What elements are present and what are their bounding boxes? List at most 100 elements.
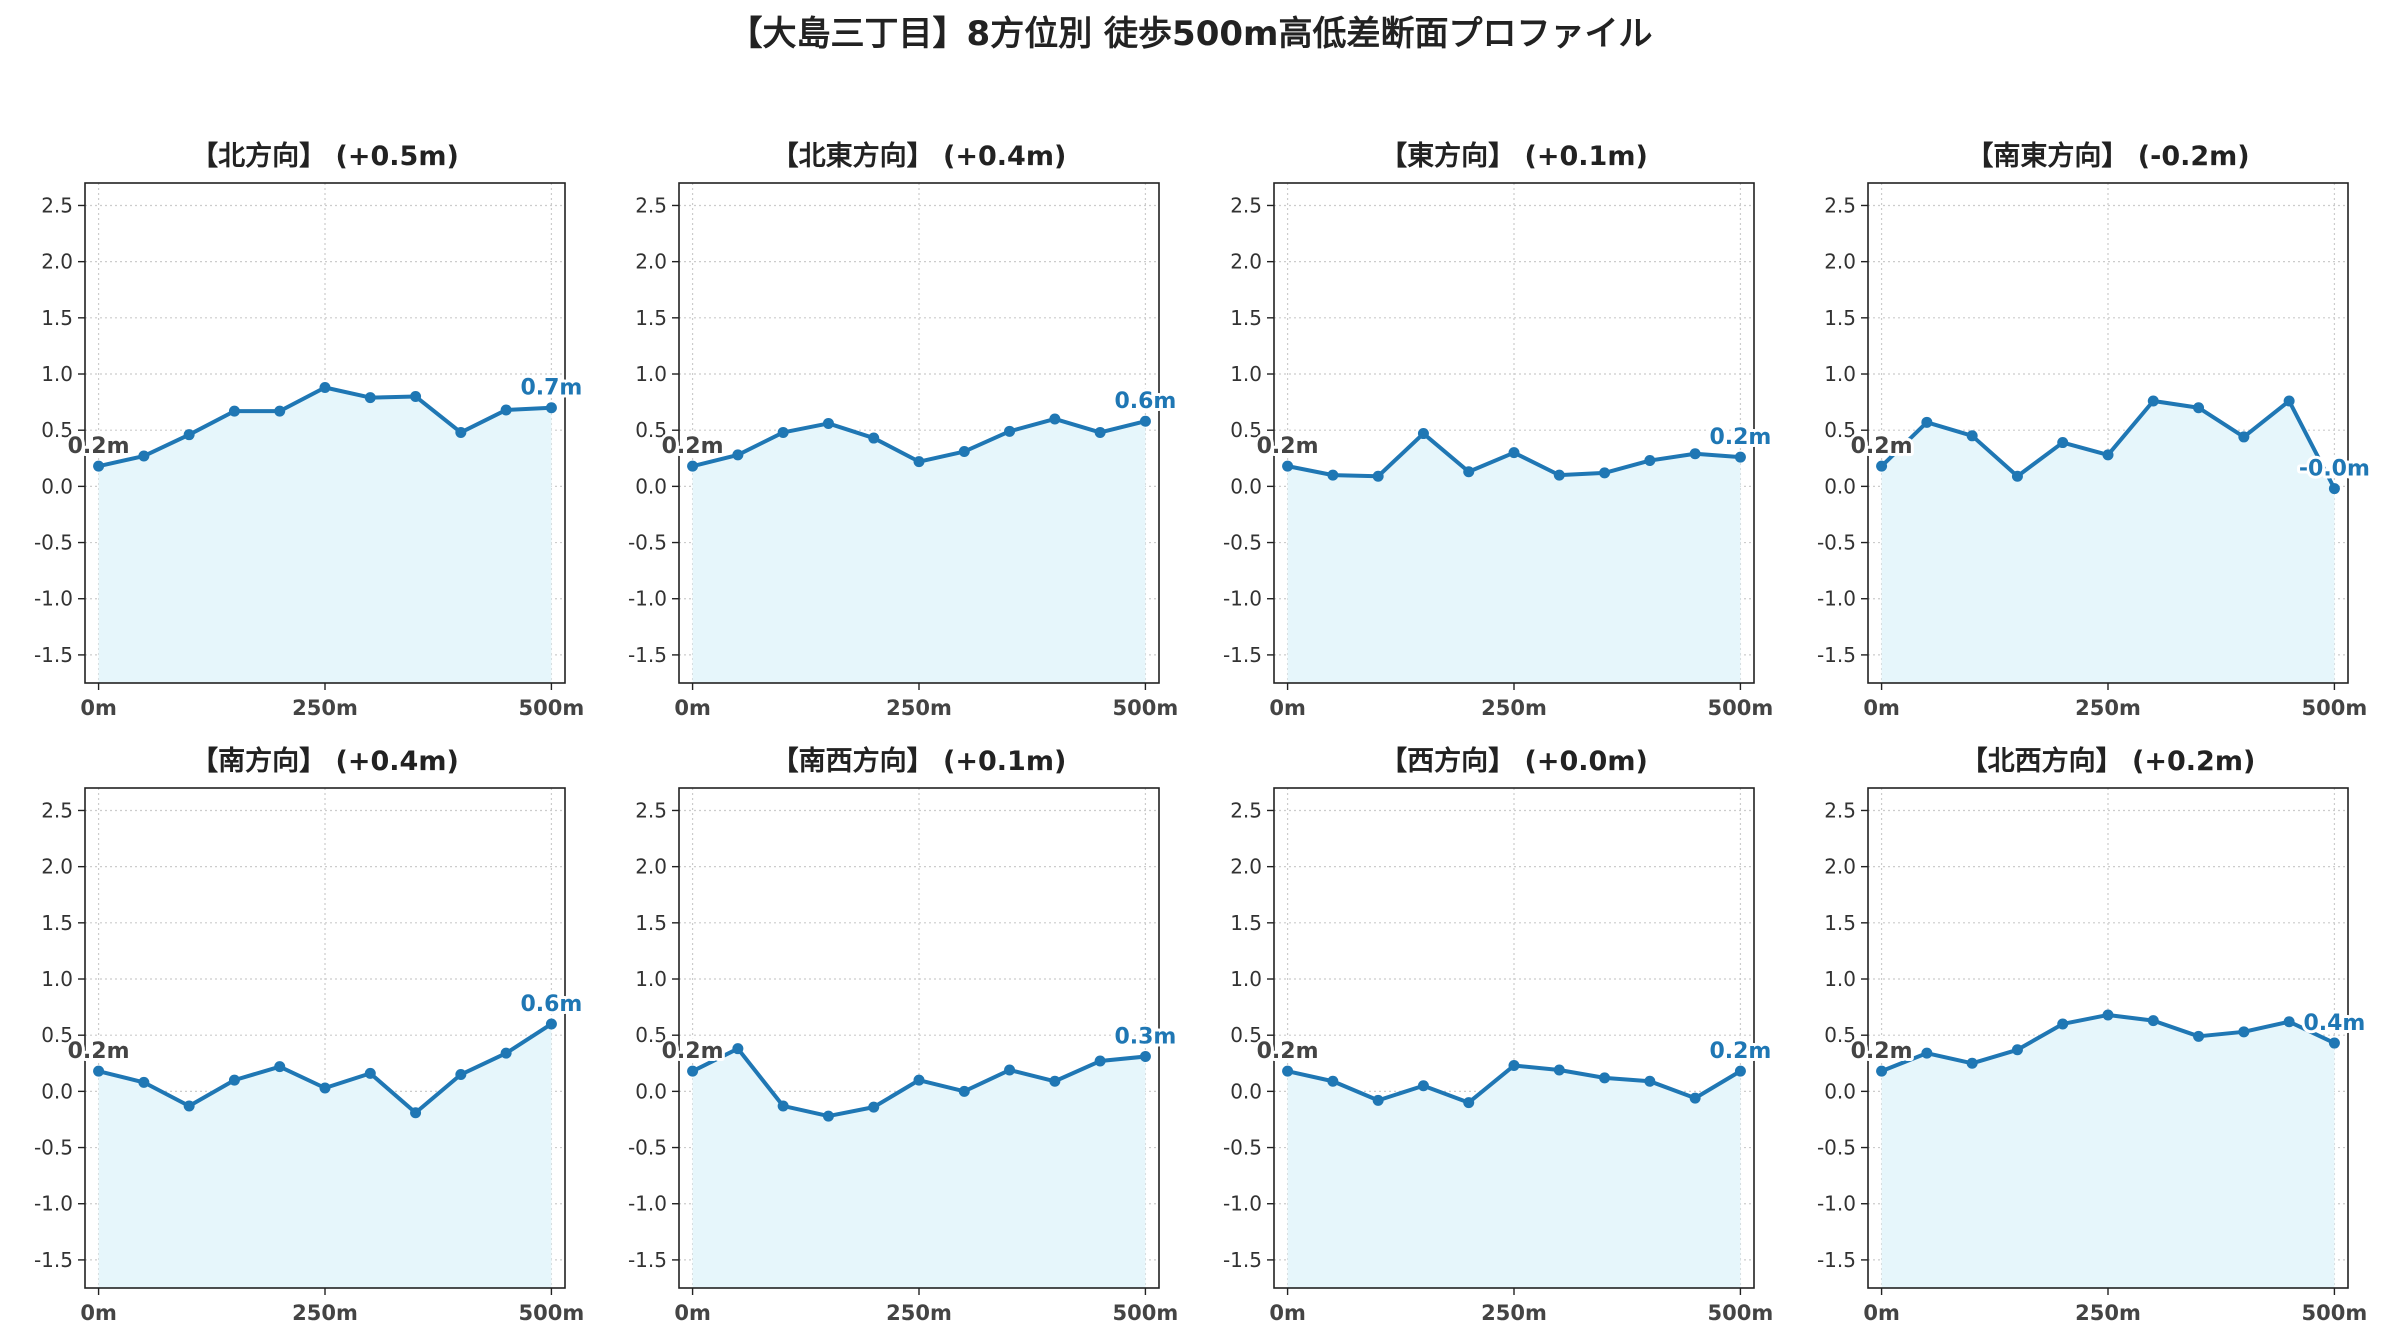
area-fill bbox=[692, 418, 1146, 683]
start-value-label: 0.2m bbox=[662, 1039, 724, 1064]
data-point bbox=[2283, 395, 2295, 407]
data-point bbox=[1644, 1075, 1656, 1087]
start-value-label: 0.2m bbox=[1851, 434, 1913, 459]
data-point bbox=[410, 390, 422, 402]
y-tick-label: 1.0 bbox=[1230, 967, 1262, 991]
data-point bbox=[1327, 469, 1339, 481]
data-point bbox=[1921, 416, 1933, 428]
y-tick-label: 0.5 bbox=[1230, 418, 1262, 442]
y-tick-label: 2.5 bbox=[635, 193, 667, 217]
data-point bbox=[1282, 460, 1294, 472]
start-value-label: 0.2m bbox=[1257, 1039, 1319, 1064]
y-tick-label: 0.0 bbox=[1230, 474, 1262, 498]
y-tick-label: 0.5 bbox=[1824, 418, 1856, 442]
data-point bbox=[913, 456, 925, 468]
y-tick-label: -1.5 bbox=[1817, 643, 1856, 667]
y-tick-label: -0.5 bbox=[1223, 531, 1262, 555]
y-tick-label: 0.0 bbox=[635, 1079, 667, 1103]
y-tick-label: 2.5 bbox=[1230, 798, 1262, 822]
data-point bbox=[2193, 1030, 2205, 1042]
data-point bbox=[1327, 1075, 1339, 1087]
x-tick-label: 500m bbox=[1708, 696, 1774, 720]
x-tick-label: 0m bbox=[1269, 1301, 1306, 1325]
data-point bbox=[274, 405, 286, 417]
area-fill bbox=[1881, 1014, 2335, 1288]
x-tick-label: 250m bbox=[886, 696, 952, 720]
data-point bbox=[732, 1043, 744, 1055]
data-point bbox=[138, 450, 150, 462]
start-value-label: 0.2m bbox=[68, 1039, 130, 1064]
data-point bbox=[1689, 448, 1701, 460]
data-point bbox=[2057, 437, 2069, 449]
y-tick-label: -1.5 bbox=[1223, 643, 1262, 667]
data-point bbox=[1463, 1097, 1475, 1109]
y-tick-label: 1.5 bbox=[1824, 911, 1856, 935]
x-tick-label: 0m bbox=[674, 696, 711, 720]
start-value-label: 0.2m bbox=[1851, 1039, 1913, 1064]
data-point bbox=[1282, 1065, 1294, 1077]
data-point bbox=[1049, 1075, 1061, 1087]
data-point bbox=[319, 1082, 331, 1094]
y-tick-label: 2.0 bbox=[635, 250, 667, 274]
y-tick-label: 0.5 bbox=[41, 1023, 73, 1047]
data-point bbox=[2147, 395, 2159, 407]
y-tick-label: 1.5 bbox=[1230, 306, 1262, 330]
subplot-1: 【北東方向】 (+0.4m) 2.5 2.0 1.5 1.0 0.5 0.0 -0.5 -1.0… bbox=[628, 140, 1179, 720]
y-tick-label: 0.0 bbox=[41, 1079, 73, 1103]
data-point bbox=[1689, 1092, 1701, 1104]
y-tick-label: -1.0 bbox=[34, 587, 73, 611]
data-point bbox=[500, 1047, 512, 1059]
y-tick-label: 1.5 bbox=[1230, 911, 1262, 935]
area-fill bbox=[1881, 400, 2335, 683]
subplot-title: 【北東方向】 (+0.4m) bbox=[772, 140, 1067, 172]
x-tick-label: 0m bbox=[1863, 696, 1900, 720]
x-tick-label: 0m bbox=[1269, 696, 1306, 720]
data-point bbox=[228, 1074, 240, 1086]
data-point bbox=[1734, 1065, 1746, 1077]
y-tick-label: 0.5 bbox=[635, 1023, 667, 1047]
y-tick-label: 0.5 bbox=[1824, 1023, 1856, 1047]
area-fill bbox=[1287, 433, 1741, 683]
y-tick-label: 0.5 bbox=[1230, 1023, 1262, 1047]
area-fill bbox=[98, 1023, 552, 1288]
y-tick-label: 1.5 bbox=[635, 306, 667, 330]
subplot-0: 【北方向】 (+0.5m) 2.5 2.0 1.5 1.0 0.5 0.0 -0.5 -1.0 -… bbox=[34, 140, 585, 720]
x-tick-label: 0m bbox=[674, 1301, 711, 1325]
data-point bbox=[455, 1069, 467, 1081]
data-point bbox=[687, 1065, 699, 1077]
x-tick-label: 500m bbox=[1113, 696, 1179, 720]
start-value-label: 0.2m bbox=[1257, 434, 1319, 459]
y-tick-label: -1.0 bbox=[1817, 1192, 1856, 1216]
data-point bbox=[822, 1110, 834, 1122]
y-tick-label: 1.5 bbox=[41, 306, 73, 330]
data-point bbox=[1966, 1057, 1978, 1069]
data-point bbox=[319, 381, 331, 393]
end-value-label: 0.6m bbox=[1114, 389, 1176, 414]
y-tick-label: -0.5 bbox=[1817, 531, 1856, 555]
data-point bbox=[2102, 449, 2114, 461]
subplot-3: 【南東方向】 (-0.2m) 2.5 2.0 1.5 1.0 0.5 0.0 -0.5 -1.0… bbox=[1817, 140, 2373, 720]
data-point bbox=[1553, 1064, 1565, 1076]
end-value-label: 0.7m bbox=[520, 376, 582, 401]
data-point bbox=[455, 426, 467, 438]
data-point bbox=[1599, 467, 1611, 479]
data-point bbox=[545, 402, 557, 414]
data-point bbox=[1417, 428, 1429, 440]
y-tick-label: 2.5 bbox=[1230, 193, 1262, 217]
end-value-label: 0.4m bbox=[2303, 1011, 2365, 1036]
data-point bbox=[545, 1018, 557, 1030]
x-tick-label: 500m bbox=[519, 696, 585, 720]
y-tick-label: -0.5 bbox=[628, 1136, 667, 1160]
data-point bbox=[93, 460, 105, 472]
x-tick-label: 250m bbox=[1481, 1301, 1547, 1325]
y-tick-label: -1.0 bbox=[34, 1192, 73, 1216]
data-point bbox=[777, 1100, 789, 1112]
data-point bbox=[138, 1076, 150, 1088]
y-tick-label: 1.0 bbox=[635, 362, 667, 386]
subplot-title: 【北西方向】 (+0.2m) bbox=[1961, 745, 2256, 777]
data-point bbox=[868, 432, 880, 444]
data-point bbox=[1004, 1064, 1016, 1076]
data-point bbox=[274, 1061, 286, 1073]
data-point bbox=[2328, 483, 2340, 495]
data-point bbox=[93, 1065, 105, 1077]
